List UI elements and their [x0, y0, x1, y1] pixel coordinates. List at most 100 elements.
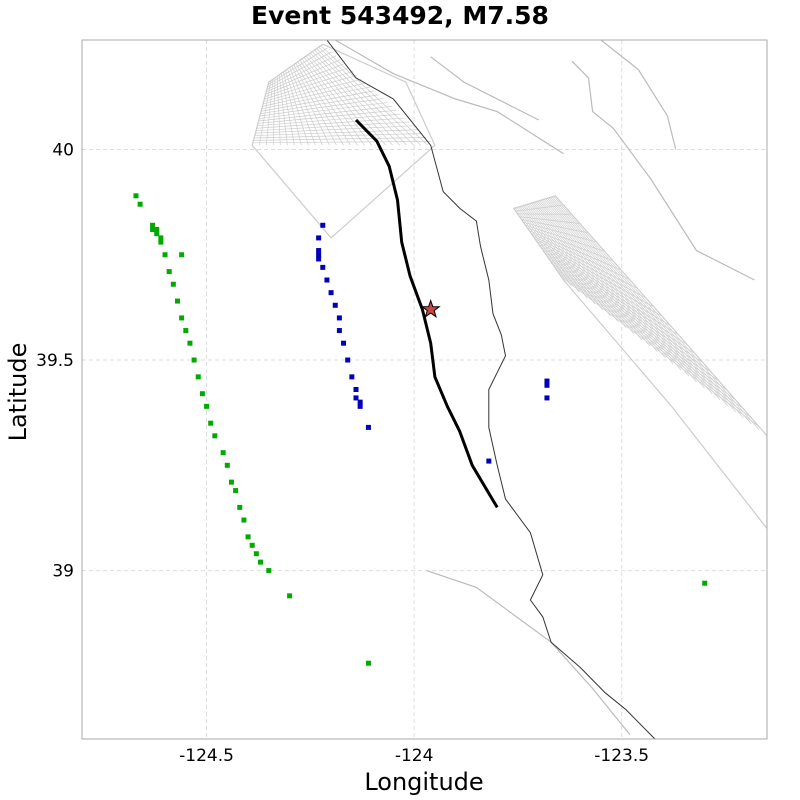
fault-mesh-line [543, 198, 713, 395]
fault-mesh-line [320, 45, 429, 146]
blue-point [316, 252, 322, 258]
blue-point [316, 235, 322, 241]
y-tick-label: 40 [52, 140, 74, 160]
x-tick-label: -124 [395, 746, 434, 766]
x-tick-label: -123.5 [594, 746, 649, 766]
plot-area [82, 40, 767, 739]
green-point [266, 568, 272, 574]
fault-mesh-line [542, 249, 678, 335]
blue-point [320, 222, 326, 228]
blue-point [324, 277, 330, 283]
green-point [287, 593, 293, 599]
fault-mesh-line [551, 196, 752, 425]
blue-point [357, 403, 363, 409]
fault-mesh [251, 43, 436, 239]
fault-mesh-outline [251, 43, 436, 239]
rupture-trace [354, 118, 499, 509]
green-point [208, 420, 214, 426]
fault-mesh-line [260, 94, 379, 115]
fault-mesh-line [254, 129, 418, 136]
blue-point [544, 382, 550, 388]
green-point [187, 340, 193, 346]
fault-mesh-line [540, 199, 697, 383]
blue-point [486, 458, 492, 464]
green-point [237, 504, 243, 510]
green-point [195, 374, 201, 380]
green-point [204, 403, 210, 409]
fault-mesh-line [557, 271, 743, 409]
blue-point [353, 395, 359, 401]
fault-mesh-line [559, 274, 751, 418]
fault-line [571, 60, 755, 281]
green-point [224, 462, 230, 468]
fault-mesh-line [257, 113, 401, 127]
fault-mesh-line [553, 265, 727, 390]
fault-mesh-line [318, 46, 422, 146]
blue-point [328, 290, 334, 296]
blue-point [544, 395, 550, 401]
green-point [137, 201, 143, 207]
green-point [133, 193, 139, 199]
fault-line [430, 56, 539, 121]
fault-line [600, 40, 677, 150]
plot-frame [81, 39, 768, 740]
blue-point [336, 315, 342, 321]
blue-point [316, 256, 322, 262]
green-point [183, 328, 189, 334]
fault-mesh-line [301, 58, 365, 146]
fault-mesh-line [545, 198, 721, 401]
fault-mesh-outline [512, 195, 767, 530]
fault-mesh-line [255, 125, 414, 134]
green-point [245, 534, 251, 540]
green-point [199, 391, 205, 397]
fault-mesh-line [548, 197, 736, 413]
fault-mesh-line [297, 61, 351, 146]
green-point [154, 226, 160, 232]
fault-mesh-layer [251, 43, 767, 530]
blue-point [341, 340, 347, 346]
fault-mesh-line [540, 246, 670, 326]
blue-point [320, 264, 326, 270]
fault-mesh [512, 195, 767, 530]
fault-mesh-line [258, 106, 392, 122]
epicenter-layer [420, 298, 441, 319]
fault-mesh-line [549, 260, 711, 372]
star-icon [420, 298, 441, 319]
green-point [150, 226, 156, 232]
green-point [220, 450, 226, 456]
axis-ticks: -124.5 -124 -123.5 40 39.5 39 [36, 140, 649, 766]
blue-point [353, 387, 359, 392]
blue-point [349, 374, 355, 380]
fault-mesh-line [253, 137, 427, 141]
rupture-trace-layer [354, 118, 499, 509]
y-tick-label: 39.5 [36, 351, 74, 371]
fault-mesh-line [310, 52, 393, 146]
blue-point [345, 357, 351, 363]
green-point [154, 231, 160, 237]
fault-mesh-line [555, 268, 735, 400]
coastline [326, 40, 656, 739]
fault-mesh-line [256, 117, 405, 129]
fault-mesh-line [553, 196, 760, 431]
green-point [702, 580, 708, 586]
blue-point [544, 378, 550, 384]
fault-mesh-line [299, 60, 358, 146]
fault-mesh-line [542, 199, 705, 389]
chart-title: Event 543492, M7.58 [251, 1, 549, 30]
fault-mesh-line [314, 49, 408, 146]
y-axis-label: Latitude [4, 343, 32, 442]
station-points-layer [133, 193, 708, 666]
green-point [253, 551, 259, 557]
x-axis-label: Longitude [364, 768, 483, 796]
fault-mesh-line [259, 102, 388, 119]
fault-mesh-line [259, 98, 384, 117]
blue-point [365, 424, 371, 430]
fault-mesh-line [538, 243, 662, 317]
fault-mesh-line [254, 133, 422, 139]
fault-mesh-line [316, 48, 415, 146]
fault-mesh-line [307, 54, 386, 146]
green-point [249, 542, 255, 548]
fault-mesh-line [537, 200, 682, 371]
fault-mesh-line [547, 198, 729, 407]
